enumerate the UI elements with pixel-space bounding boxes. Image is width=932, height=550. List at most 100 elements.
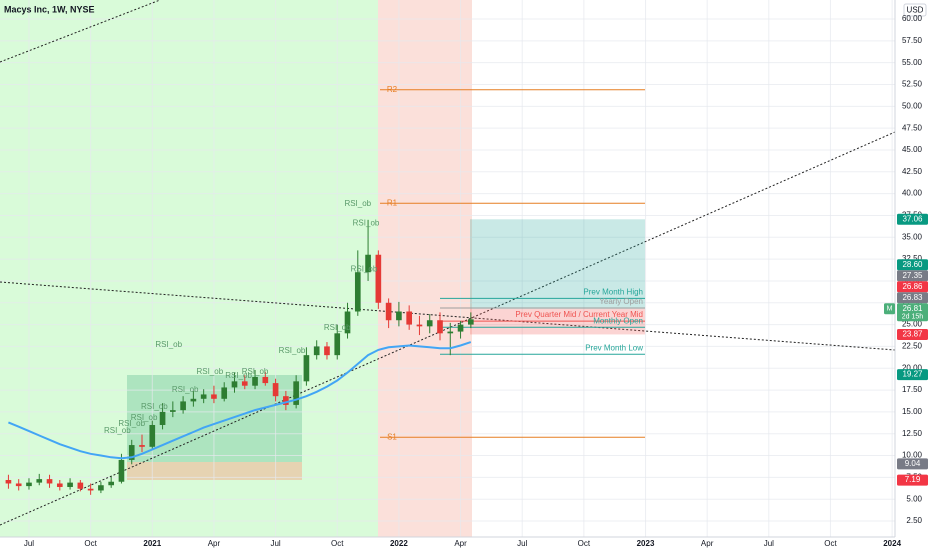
candle-body bbox=[283, 396, 289, 405]
x-tick-label: Jul bbox=[517, 539, 527, 548]
annotation: RSI_ob bbox=[118, 419, 145, 428]
candle-body bbox=[467, 319, 474, 325]
x-tick-label: Apr bbox=[701, 539, 714, 548]
trend-line bbox=[0, 131, 896, 526]
y-tick-label: 55.00 bbox=[902, 58, 923, 67]
candle-body bbox=[457, 324, 464, 332]
candle-body bbox=[36, 479, 43, 483]
price-label: 27.35 bbox=[902, 271, 923, 280]
candle-body bbox=[159, 411, 166, 425]
candle-body bbox=[5, 479, 12, 484]
currency-box bbox=[903, 3, 927, 17]
candle-body bbox=[416, 324, 423, 327]
y-tick-label: 57.50 bbox=[902, 36, 923, 45]
zone-box bbox=[127, 462, 302, 480]
annotation: RSI_ob bbox=[351, 265, 378, 274]
candle-body bbox=[447, 331, 454, 334]
price-label: 26.86 bbox=[902, 282, 923, 291]
candle-body bbox=[128, 445, 135, 460]
annotation: RSI_ob bbox=[141, 402, 168, 411]
target-box bbox=[470, 219, 645, 309]
candle-body bbox=[241, 381, 248, 386]
price-label-box bbox=[897, 259, 928, 271]
x-tick-label: 2022 bbox=[390, 539, 408, 548]
price-label: 26.83 bbox=[902, 293, 923, 302]
moving-average bbox=[8, 341, 472, 460]
price-label-box bbox=[897, 213, 928, 225]
price-label: 9.04 bbox=[905, 459, 921, 468]
currency: USD bbox=[907, 6, 924, 15]
candle-body bbox=[344, 311, 351, 334]
annotation: RSI_ob bbox=[324, 323, 351, 332]
trend-line bbox=[0, 0, 161, 63]
x-tick-label: Apr bbox=[454, 539, 467, 548]
candle-body bbox=[293, 381, 299, 405]
y-tick-label: 10.00 bbox=[902, 451, 923, 460]
marker-box bbox=[884, 303, 895, 315]
price-label: 23.87 bbox=[902, 330, 923, 339]
candle-body bbox=[396, 311, 402, 321]
candle-body bbox=[98, 485, 104, 491]
candle-body bbox=[87, 488, 94, 491]
candle-body bbox=[108, 481, 115, 486]
y-tick-label: 47.50 bbox=[902, 123, 923, 132]
candle-body bbox=[180, 401, 186, 411]
candle-body bbox=[221, 387, 228, 399]
annotation: RSI_ob bbox=[344, 199, 371, 208]
candle-body bbox=[437, 320, 443, 334]
annotation: RSI_ob bbox=[225, 371, 252, 380]
candle-body bbox=[149, 424, 156, 447]
candle-body bbox=[426, 320, 433, 327]
level-label: Yearly Open bbox=[599, 297, 643, 306]
price-label: 28.60 bbox=[902, 260, 923, 269]
x-tick-label: 2023 bbox=[637, 539, 655, 548]
annotation: RSI_ob bbox=[242, 367, 269, 376]
candle-body bbox=[354, 272, 361, 312]
candle-body bbox=[56, 483, 63, 487]
y-tick-label: 5.00 bbox=[906, 494, 922, 503]
y-tick-label: 15.00 bbox=[902, 407, 923, 416]
y-tick-label: 35.00 bbox=[902, 232, 923, 241]
y-tick-label: 20.00 bbox=[902, 363, 923, 372]
countdown: 2d 15h bbox=[902, 314, 924, 321]
price-label-box bbox=[897, 458, 928, 470]
price-label-box bbox=[897, 474, 928, 486]
trend-line bbox=[0, 281, 896, 351]
price-label-box bbox=[897, 292, 928, 304]
level-label: Prev Month High bbox=[583, 288, 643, 297]
level-label: Prev Quarter Mid / Current Year Mid bbox=[515, 310, 643, 319]
candle-body bbox=[170, 410, 176, 412]
candle-body bbox=[46, 479, 53, 484]
y-tick-label: 17.50 bbox=[902, 385, 923, 394]
price-label: 7.19 bbox=[905, 475, 921, 484]
y-tick-label: 2.50 bbox=[906, 516, 922, 525]
y-tick-label: 52.50 bbox=[902, 80, 923, 89]
x-tick-label: Jul bbox=[764, 539, 774, 548]
candle-body bbox=[211, 394, 217, 399]
candle-body bbox=[272, 383, 279, 397]
y-tick-label: 40.00 bbox=[902, 189, 923, 198]
price-label: 19.27 bbox=[902, 370, 923, 379]
candle-body bbox=[313, 346, 320, 356]
x-tick-label: Jul bbox=[24, 539, 34, 548]
annotation: RSI_ob bbox=[172, 385, 199, 394]
candle-body bbox=[262, 376, 269, 384]
x-tick-label: Jul bbox=[270, 539, 280, 548]
annotation: RSI_ob bbox=[196, 367, 223, 376]
level-label: Prev Month Low bbox=[585, 343, 643, 352]
y-tick-label: 32.50 bbox=[902, 254, 923, 263]
candle-body bbox=[365, 254, 371, 273]
x-tick-label: 2021 bbox=[143, 539, 161, 548]
candle-body bbox=[324, 346, 330, 356]
y-tick-label: 45.00 bbox=[902, 145, 923, 154]
y-tick-label: 60.00 bbox=[902, 14, 923, 23]
candle-body bbox=[200, 394, 207, 399]
level-label: S1 bbox=[387, 432, 397, 441]
candle-body bbox=[67, 482, 73, 487]
candle-body bbox=[303, 355, 310, 382]
level-label: R1 bbox=[387, 198, 398, 207]
bear-zone bbox=[378, 0, 472, 537]
annotation: RSI_ob bbox=[155, 340, 182, 349]
